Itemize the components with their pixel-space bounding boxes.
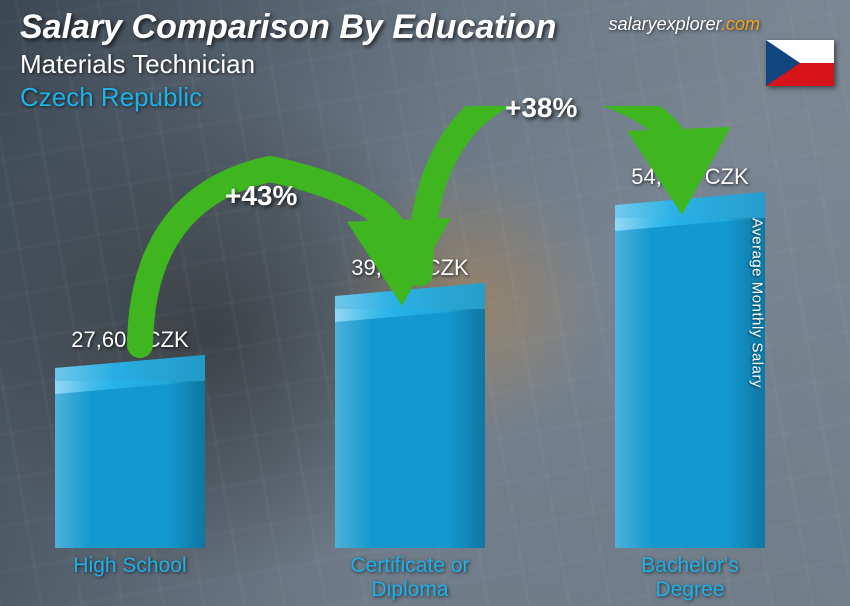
bar-chart: 27,600 CZKHigh School39,500 CZKCertifica…: [0, 106, 850, 606]
bar: [335, 309, 485, 548]
bar-category-label: Bachelor's Degree: [580, 554, 800, 602]
bar-value-label: 39,500 CZK: [310, 255, 510, 281]
chart-title: Salary Comparison By Education: [20, 8, 557, 47]
chart-country: Czech Republic: [20, 82, 557, 113]
chart-subtitle: Materials Technician: [20, 49, 557, 80]
bar-group: 39,500 CZKCertificate or Diploma: [330, 309, 490, 548]
attribution-plain: salaryexplorer: [609, 14, 721, 34]
title-block: Salary Comparison By Education Materials…: [20, 8, 557, 113]
bar-group: 27,600 CZKHigh School: [50, 381, 210, 548]
bar-category-label: Certificate or Diploma: [300, 554, 520, 602]
bar-front-shade: [615, 218, 765, 548]
bar-value-label: 27,600 CZK: [30, 327, 230, 353]
bar-front-shade: [335, 309, 485, 548]
czech-flag-icon: [766, 40, 834, 86]
bar-group: 54,500 CZKBachelor's Degree: [610, 218, 770, 548]
y-axis-label: Average Monthly Salary: [749, 218, 766, 388]
bar-front-shade: [55, 381, 205, 548]
bar: [55, 381, 205, 548]
bar-value-label: 54,500 CZK: [590, 164, 790, 190]
bar-category-label: High School: [20, 554, 240, 578]
bar: [615, 218, 765, 548]
attribution-accent: .com: [721, 14, 760, 34]
attribution: salaryexplorer.com: [609, 14, 760, 35]
increase-percent-label: +43%: [225, 180, 297, 212]
